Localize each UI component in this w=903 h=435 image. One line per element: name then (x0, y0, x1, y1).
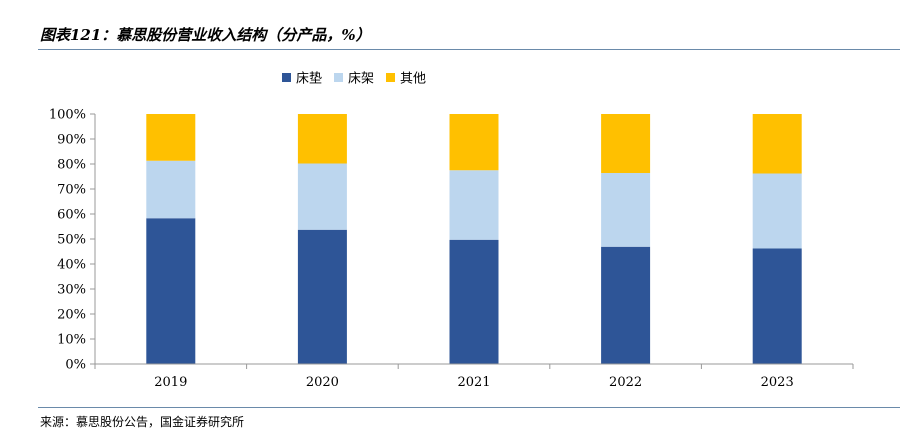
x-category-label: 2021 (457, 375, 490, 390)
bar-segment (146, 160, 196, 219)
bar-segment (449, 170, 499, 240)
bar-segment (601, 173, 651, 247)
bar-segment (752, 248, 802, 364)
legend-swatch (334, 73, 343, 82)
y-axis: 0% 10% 20% 30% 40% 50% 60% 70% 80% 90% 100% (49, 108, 96, 373)
bar-segment (449, 114, 499, 171)
x-category-label: 2019 (154, 375, 187, 390)
legend-swatch (386, 73, 395, 82)
y-tick-label: 70% (57, 183, 86, 198)
bar-segment (146, 114, 196, 161)
y-tick-label: 0% (65, 358, 86, 373)
bar-segment (297, 163, 347, 230)
y-tick-label: 90% (57, 133, 86, 148)
legend-label: 床垫 (296, 71, 322, 87)
bar-segment (601, 114, 651, 173)
x-category-label: 2020 (306, 375, 339, 390)
x-category-label: 2022 (609, 375, 642, 390)
y-tick-label: 100% (49, 108, 86, 123)
title-divider (38, 49, 900, 50)
y-tick-label: 20% (57, 308, 86, 323)
y-tick-label: 50% (57, 233, 86, 248)
bar-segment (601, 246, 651, 364)
source-divider (38, 407, 900, 408)
bar-segment (752, 114, 802, 174)
bars (146, 114, 802, 364)
x-axis: 2019 2020 2021 2022 2023 (94, 363, 854, 390)
legend: 床垫 床架 其他 (282, 71, 426, 87)
stacked-bar-chart: 床垫 床架 其他 0% 10% 20% 30% 40% 50% 60% 70% 80% 90% 100%… (49, 71, 854, 390)
y-tick-label: 60% (57, 208, 86, 223)
bar-segment (449, 239, 499, 364)
legend-label: 床架 (348, 72, 374, 87)
legend-label: 其他 (400, 72, 426, 87)
bar-segment (146, 218, 196, 364)
x-category-label: 2023 (761, 375, 794, 390)
bar-segment (297, 114, 347, 164)
bar-segment (297, 229, 347, 364)
source-note: 来源：慕思股份公告，国金证券研究所 (40, 415, 245, 429)
y-tick-label: 80% (57, 158, 86, 173)
y-tick-label: 40% (57, 258, 86, 273)
y-tick-label: 30% (57, 283, 86, 298)
bar-segment (752, 173, 802, 249)
legend-swatch (282, 73, 291, 82)
figure-title: 图表121：慕思股份营业收入结构（分产品，%） (40, 26, 371, 44)
y-tick-label: 10% (57, 333, 86, 348)
